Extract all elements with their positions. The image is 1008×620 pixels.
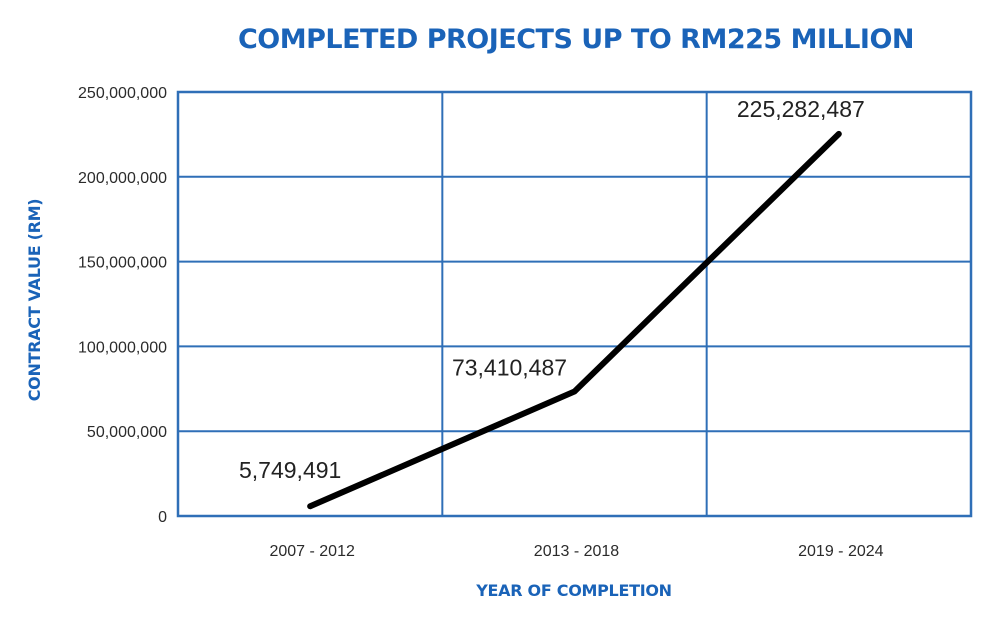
- y-tick-label: 50,000,000: [87, 424, 167, 441]
- x-tick-label: 2019 - 2024: [798, 543, 884, 560]
- y-tick-label: 200,000,000: [78, 170, 167, 187]
- data-labels: 5,749,491 73,410,487 225,282,487: [239, 96, 865, 483]
- x-axis-ticks: 2007 - 2012 2013 - 2018 2019 - 2024: [269, 543, 883, 560]
- x-tick-label: 2013 - 2018: [534, 543, 620, 560]
- chart-title: COMPLETED PROJECTS UP TO RM225 MILLION: [238, 24, 914, 55]
- y-tick-label: 100,000,000: [78, 339, 167, 356]
- x-axis-title: YEAR OF COMPLETION: [475, 581, 671, 600]
- y-tick-label: 250,000,000: [78, 85, 167, 102]
- y-tick-label: 150,000,000: [78, 255, 167, 272]
- y-axis-ticks: 0 50,000,000 100,000,000 150,000,000 200,000…: [78, 85, 167, 526]
- data-label: 73,410,487: [452, 354, 567, 380]
- plot-frame: [176, 90, 973, 518]
- series-line: [307, 130, 842, 510]
- data-label: 225,282,487: [737, 96, 865, 122]
- grid: [176, 90, 973, 518]
- x-tick-label: 2007 - 2012: [269, 543, 355, 560]
- series-layer: [307, 130, 842, 510]
- data-label: 5,749,491: [239, 457, 341, 483]
- y-axis-title: CONTRACT VALUE (RM): [25, 199, 44, 402]
- y-tick-label: 0: [158, 509, 167, 526]
